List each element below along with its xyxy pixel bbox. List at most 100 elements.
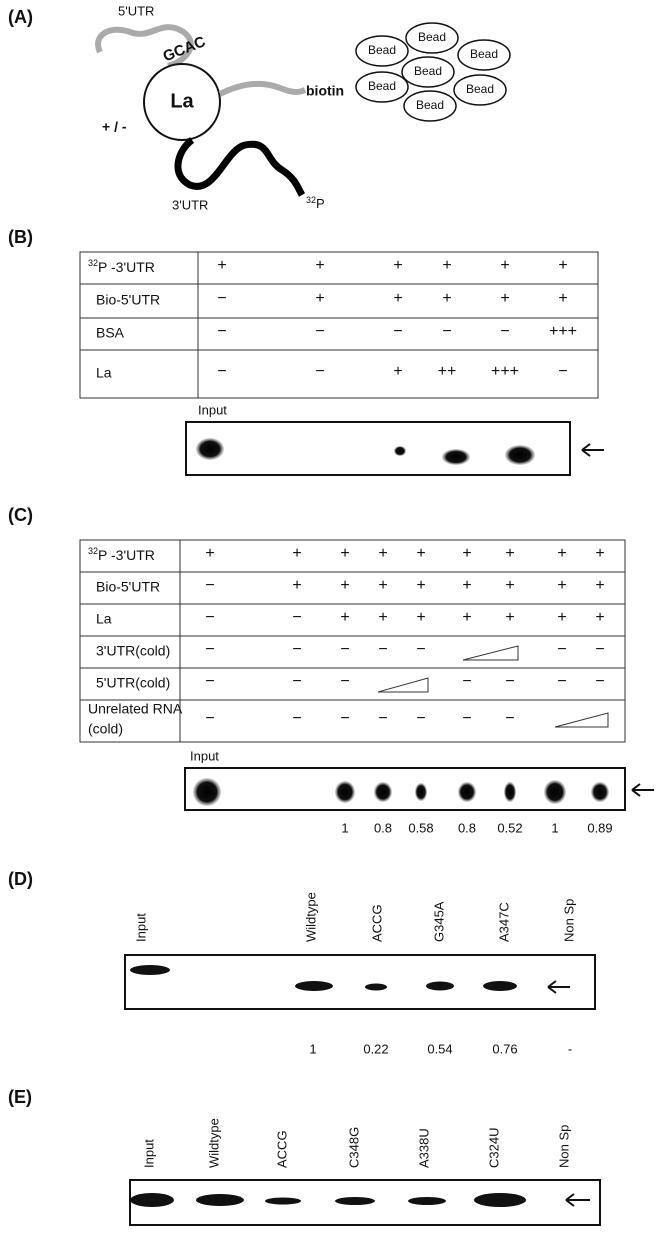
band	[374, 782, 392, 802]
lane-label: Wildtype	[206, 1118, 221, 1168]
protein-label: La	[170, 90, 194, 112]
table-cell: −	[416, 641, 425, 658]
table-cell: +	[595, 609, 604, 626]
lane-label: ACCG	[369, 904, 384, 942]
input-label: Input	[198, 402, 227, 417]
ramp	[555, 713, 608, 727]
band	[365, 984, 387, 991]
panel-label: (E)	[8, 1087, 32, 1107]
isotope-label: 32P	[306, 195, 325, 211]
table-cell: +	[378, 609, 387, 626]
band	[504, 782, 516, 802]
table-cell: +	[462, 545, 471, 562]
lane-label: G345A	[431, 901, 446, 942]
table-cell: −	[292, 609, 301, 626]
table-cell: +	[595, 545, 604, 562]
table-cell: +	[315, 290, 324, 307]
band-value: 0.76	[492, 1041, 517, 1056]
table-cell: +	[393, 290, 402, 307]
table-cell: −	[462, 673, 471, 690]
table-cell: −	[393, 323, 402, 340]
ramp	[378, 678, 428, 692]
presence-label: + / -	[102, 119, 127, 135]
row-label: La	[96, 611, 112, 627]
band-value: 0.54	[427, 1041, 452, 1056]
band	[442, 449, 470, 465]
row-label: (cold)	[88, 721, 123, 737]
utr-linker	[220, 84, 305, 94]
band-value: 0.52	[497, 820, 522, 835]
ramp	[463, 646, 518, 660]
table-cell: +	[557, 577, 566, 594]
table-cell: +	[292, 577, 301, 594]
table-cell: +++	[549, 323, 577, 340]
table-cell: +	[292, 545, 301, 562]
row-label: La	[96, 365, 112, 381]
band	[408, 1197, 446, 1205]
table-cell: +	[557, 545, 566, 562]
table-cell: +	[595, 577, 604, 594]
band-value: 1	[551, 820, 558, 835]
table-cell: −	[217, 290, 226, 307]
table-cell: +	[505, 609, 514, 626]
lane-label: Non Sp	[556, 1125, 571, 1168]
band	[265, 1198, 301, 1205]
table-cell: −	[378, 710, 387, 727]
table-cell: −	[205, 641, 214, 658]
band	[483, 981, 517, 991]
band	[335, 781, 355, 803]
bead-label: Bead	[368, 79, 396, 93]
bead-label: Bead	[466, 82, 494, 96]
panel-label: (B)	[8, 227, 33, 247]
three-utr-label: 3'UTR	[172, 197, 208, 212]
band	[394, 446, 406, 456]
table-cell: −	[500, 323, 509, 340]
table-cell: −	[340, 710, 349, 727]
band-value: -	[568, 1041, 572, 1056]
table-cell: +	[378, 545, 387, 562]
row-label-sup: 32	[88, 258, 98, 268]
table-cell: +	[558, 290, 567, 307]
table-cell: −	[292, 673, 301, 690]
band	[130, 1193, 174, 1207]
table-cell: −	[416, 710, 425, 727]
table-cell: −	[292, 641, 301, 658]
row-label: 32P -3'UTR	[88, 546, 155, 562]
five-utr-label: 5'UTR	[118, 3, 154, 18]
table-cell: +	[505, 577, 514, 594]
band	[193, 778, 221, 806]
table-cell: −	[505, 710, 514, 727]
table-cell: −	[557, 673, 566, 690]
lane-label: C348G	[346, 1127, 361, 1168]
row-label: 3'UTR(cold)	[96, 643, 170, 659]
gel	[125, 955, 595, 1009]
table-cell: +	[442, 257, 451, 274]
table-cell: +	[393, 257, 402, 274]
band	[196, 1194, 244, 1206]
band-value: 0.8	[374, 820, 392, 835]
isotope-text: P	[316, 196, 325, 211]
band	[335, 1197, 375, 1205]
table-cell: +++	[491, 363, 519, 380]
row-label: BSA	[96, 325, 125, 341]
bead-label: Bead	[368, 43, 396, 57]
table-cell: +	[462, 577, 471, 594]
table-cell: −	[340, 641, 349, 658]
band	[295, 981, 333, 991]
table-cell: +	[557, 609, 566, 626]
table-cell: −	[462, 710, 471, 727]
figure: (A) 5'UTR GCAC La + / - biotin 3'UTR 32P…	[0, 0, 663, 1235]
band	[591, 782, 609, 802]
panel-a: (A) 5'UTR GCAC La + / - biotin 3'UTR 32P…	[8, 3, 510, 212]
band	[130, 965, 170, 975]
bead-label: Bead	[418, 30, 446, 44]
table-cell: −	[217, 323, 226, 340]
table-cell: −	[558, 363, 567, 380]
band-value: 1	[309, 1041, 316, 1056]
table-cell: +	[416, 609, 425, 626]
lane-label: Input	[133, 913, 148, 942]
table-cell: +	[505, 545, 514, 562]
table-cell: −	[205, 673, 214, 690]
row-label: 5'UTR(cold)	[96, 675, 170, 691]
isotope-sup: 32	[306, 195, 316, 205]
